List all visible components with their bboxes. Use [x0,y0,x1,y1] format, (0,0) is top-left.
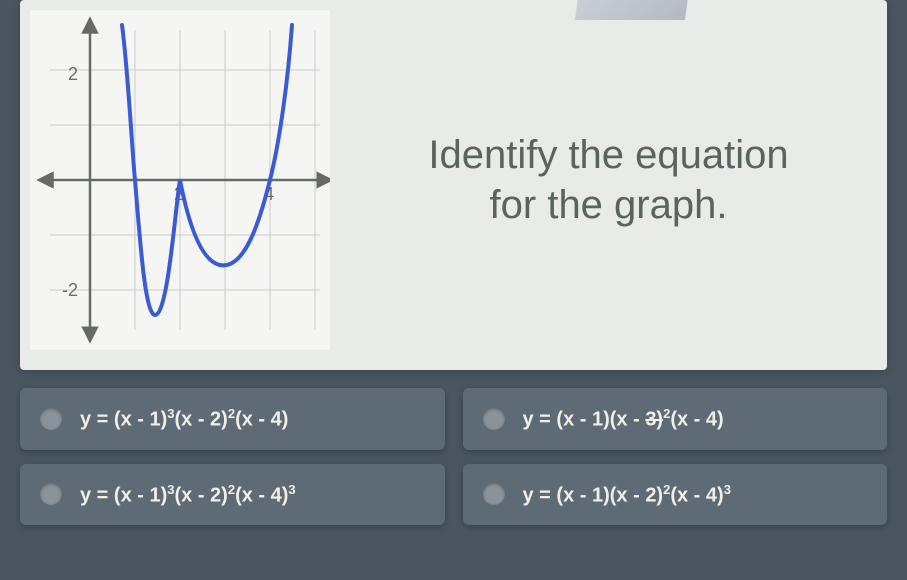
radio-icon [483,408,505,430]
curve [122,25,292,315]
answer-option-c[interactable]: y = (x - 1)3(x - 2)2(x - 4)3 [20,464,445,526]
radio-icon [40,408,62,430]
radio-icon [40,483,62,505]
question-panel: 2 -2 2 4 Identify the equation for the g… [20,0,887,370]
y-tick-2: 2 [68,64,78,84]
answer-option-b[interactable]: y = (x - 1)(x - 3)2(x - 4) [463,388,888,450]
answer-text-b: y = (x - 1)(x - 3)2(x - 4) [523,406,724,432]
graph-svg: 2 -2 2 4 [30,10,330,350]
answer-text-c: y = (x - 1)3(x - 2)2(x - 4)3 [80,482,296,508]
prompt-line-1: Identify the equation [428,133,788,177]
prompt-line-2: for the graph. [490,183,728,227]
question-prompt: Identify the equation for the graph. [360,130,867,230]
thumbnail-glare [575,0,689,20]
answer-text-a: y = (x - 1)3(x - 2)2(x - 4) [80,406,288,432]
radio-icon [483,483,505,505]
answer-grid: y = (x - 1)3(x - 2)2(x - 4) y = (x - 1)(… [20,388,887,525]
answer-text-d: y = (x - 1)(x - 2)2(x - 4)3 [523,482,731,508]
y-tick-neg2: -2 [62,280,78,300]
graph: 2 -2 2 4 [30,10,330,350]
answer-option-d[interactable]: y = (x - 1)(x - 2)2(x - 4)3 [463,464,888,526]
answer-option-a[interactable]: y = (x - 1)3(x - 2)2(x - 4) [20,388,445,450]
